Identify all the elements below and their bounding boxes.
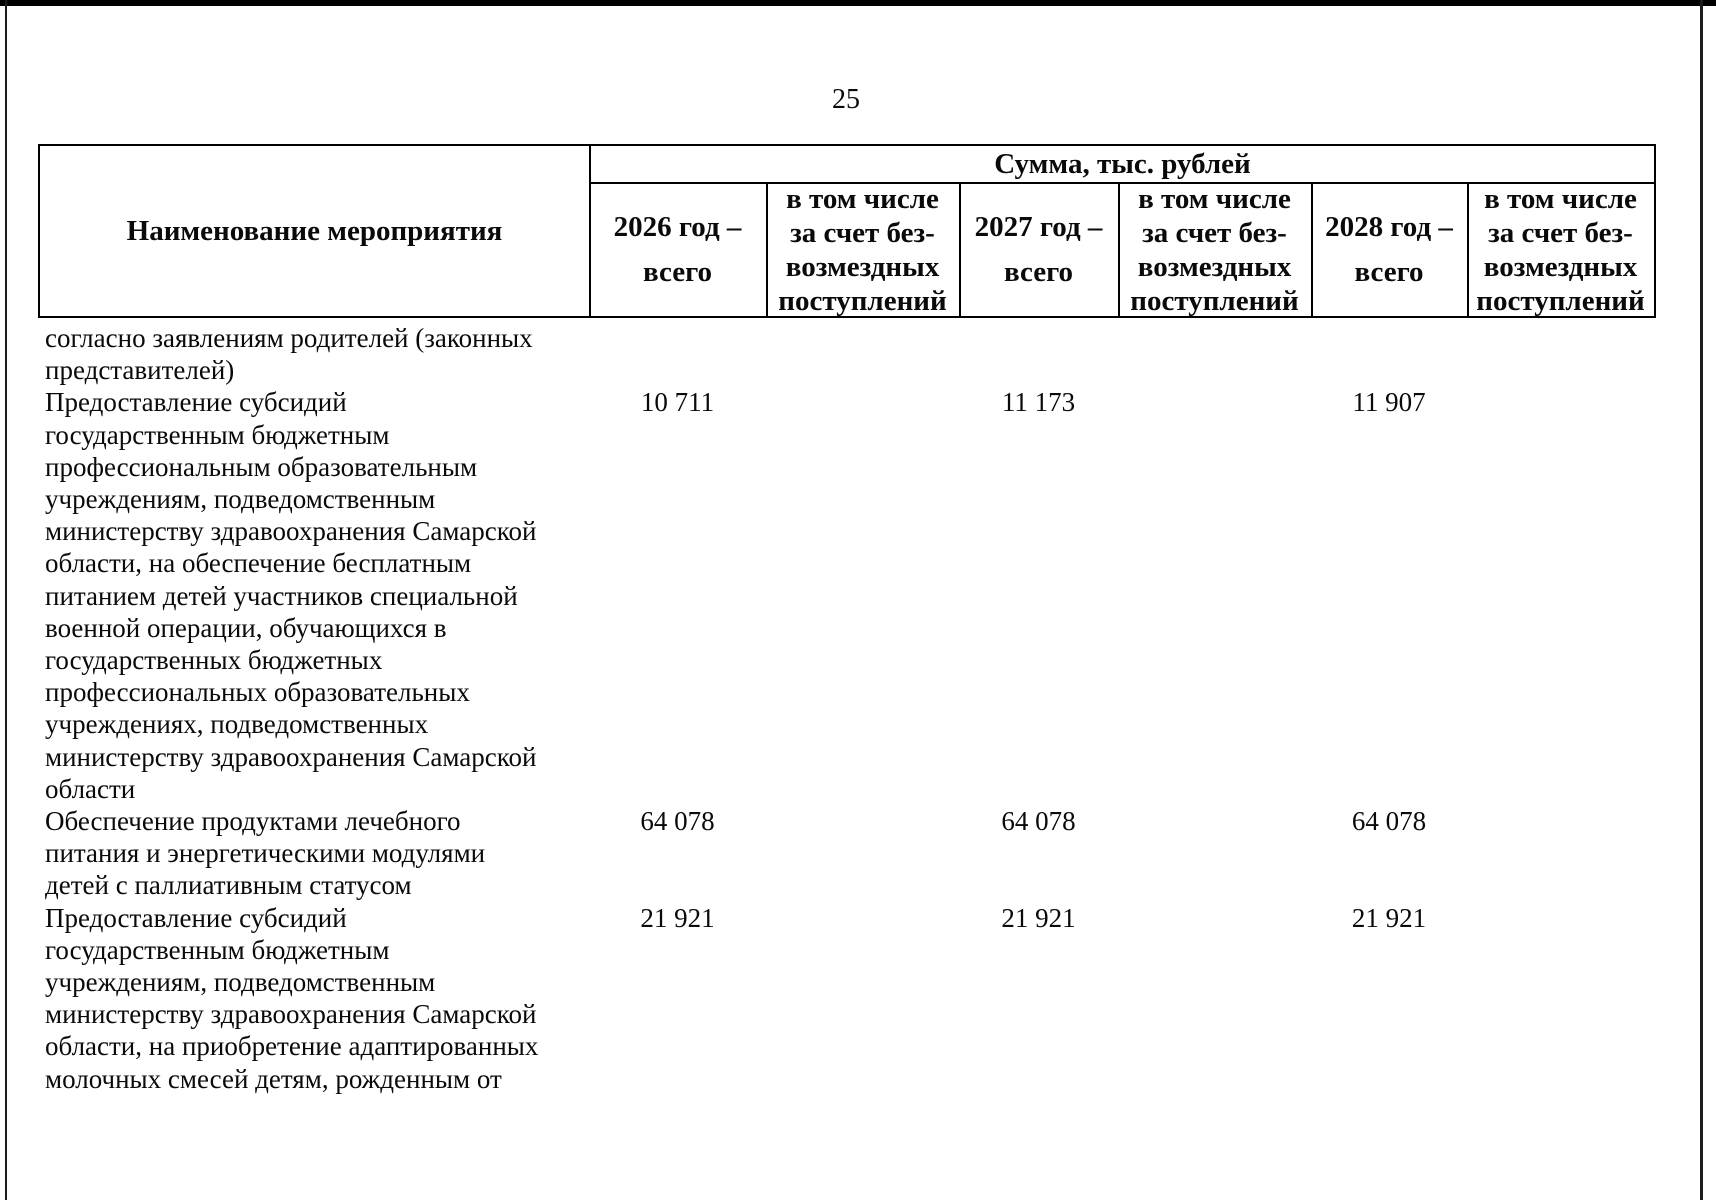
row-value-2026: 10 711 <box>640 387 715 418</box>
table-body: согласно заявлениям родителей (законных п… <box>0 322 1716 1095</box>
row-text-line: министерству здравоохранения Самарской <box>45 516 537 547</box>
column-header-2027-gratuitous-receipts: в том числе за счет без- возмездных пост… <box>1130 183 1299 317</box>
row-text-line: питания и энергетическими модулями <box>45 838 486 869</box>
column-header-2026-total: 2026 год – всего <box>613 211 742 288</box>
table-row: Обеспечение продуктами лечебного питания … <box>0 805 1716 902</box>
row-text-line: профессиональных образовательных <box>45 677 470 708</box>
header-divider-v2 <box>959 182 961 316</box>
row-value-2028: 64 078 <box>1351 806 1427 837</box>
row-text-line: области, на обеспечение бесплатным <box>45 548 472 579</box>
row-text-line: профессиональным образовательным <box>45 451 478 482</box>
row-text-line: представителей) <box>45 355 235 386</box>
column-header-sum-thousand-rubles: Сумма, тыс. рублей <box>994 147 1251 180</box>
scan-frame-right-edge <box>1700 0 1703 1200</box>
table-row: согласно заявлениям родителей (законных п… <box>0 322 1716 386</box>
header-divider-under-sum <box>589 182 1654 184</box>
header-divider-v3 <box>1118 182 1120 316</box>
row-text-line: области, на приобретение адаптированных <box>45 1031 539 1062</box>
row-text-line: государственным бюджетным <box>45 419 390 450</box>
row-value-2028: 21 921 <box>1351 902 1427 933</box>
column-header-2028-total: 2028 год – всего <box>1325 211 1453 288</box>
row-value-2027: 64 078 <box>1001 806 1076 837</box>
row-value-2026: 21 921 <box>640 902 715 933</box>
scan-frame-left-edge <box>5 0 7 1200</box>
row-text-line: Предоставление субсидий <box>45 387 347 418</box>
scan-frame-top-edge <box>0 0 1716 6</box>
row-text-line: согласно заявлениям родителей (законных <box>45 323 533 353</box>
header-divider-v4 <box>1311 182 1313 316</box>
row-value-2027: 21 921 <box>1001 902 1076 933</box>
header-divider-vertical-main <box>589 146 591 316</box>
row-text-line: министерству здравоохранения Самарской <box>45 999 537 1030</box>
column-header-2026-gratuitous-receipts: в том числе за счет без- возмездных пост… <box>778 183 947 317</box>
page-number: 25 <box>832 84 860 115</box>
row-text-line: военной операции, обучающихся в <box>45 612 447 643</box>
row-text-line: министерству здравоохранения Самарской <box>45 741 537 772</box>
row-value-2028: 11 907 <box>1352 387 1426 418</box>
row-text-line: Обеспечение продуктами лечебного <box>45 806 461 837</box>
table-header: Наименование мероприятия Сумма, тыс. руб… <box>38 144 1656 318</box>
row-text-line: учреждениях, подведомственных <box>45 709 429 740</box>
row-text-line: Предоставление субсидий <box>45 902 347 933</box>
column-header-2027-total: 2027 год – всего <box>974 211 1103 288</box>
header-divider-v1 <box>766 182 768 316</box>
row-text-line: государственных бюджетных <box>45 645 383 676</box>
row-text-line: учреждениям, подведомственным <box>45 967 436 998</box>
row-value-2027: 11 173 <box>1001 387 1076 418</box>
column-header-activity-name: Наименование мероприятия <box>126 214 503 247</box>
row-text-line: области <box>45 773 136 804</box>
row-value-2026: 64 078 <box>640 806 715 837</box>
row-text-line: учреждениям, подведомственным <box>45 484 436 515</box>
row-text-line: детей с паллиативным статусом <box>45 870 412 901</box>
row-text-line: молочных смесей детям, рожденным от <box>45 1063 502 1094</box>
row-text-line: государственным бюджетным <box>45 934 390 965</box>
table-row: Предоставление субсидий государственным б… <box>0 902 1716 1095</box>
header-divider-v5 <box>1467 182 1469 316</box>
row-text-line: питанием детей участников специальной <box>45 580 518 611</box>
table-row: Предоставление субсидий государственным б… <box>0 386 1716 805</box>
column-header-2028-gratuitous-receipts: в том числе за счет без- возмездных пост… <box>1476 183 1645 317</box>
